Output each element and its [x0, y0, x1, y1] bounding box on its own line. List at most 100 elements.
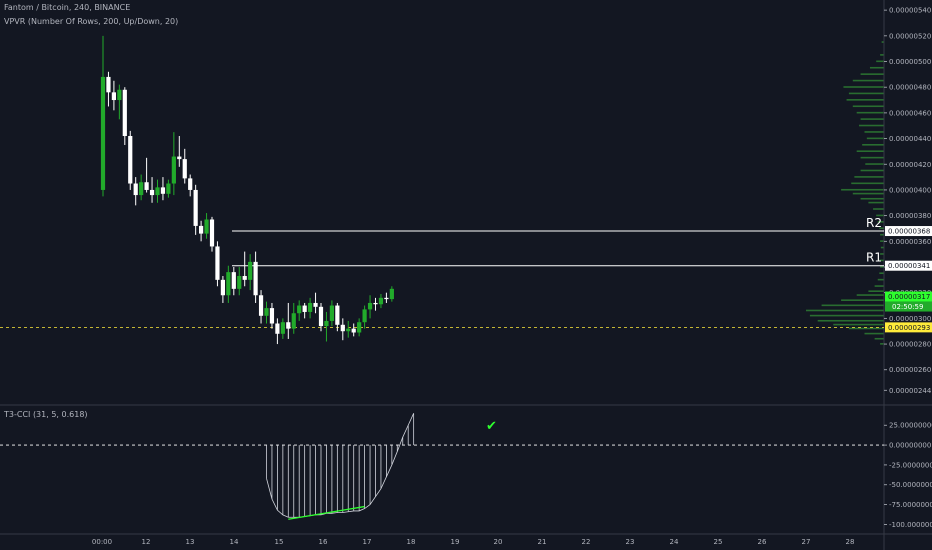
candle-body [111, 92, 116, 101]
volume-profile-row [856, 111, 884, 114]
candle-body [384, 297, 389, 300]
volume-profile-row [848, 327, 884, 330]
volume-profile-row [809, 314, 884, 317]
candle-body [188, 178, 193, 190]
price-tick-label: 0.00000520 [889, 32, 931, 40]
candle-body [324, 320, 329, 327]
time-tick-label: 23 [626, 538, 635, 546]
candle-body [171, 156, 176, 184]
volume-profile-row [859, 124, 884, 127]
candle-body [269, 308, 275, 324]
price-tick-label: 0.00000440 [889, 135, 931, 143]
volume-profile-row [866, 137, 884, 140]
candle-body [297, 305, 302, 314]
price-tick-label: 0.00000380 [889, 212, 931, 220]
volume-profile-row [880, 240, 884, 242]
candle-body [362, 309, 367, 323]
volume-profile-row [852, 79, 884, 82]
candle-body [144, 182, 149, 190]
volume-profile-row [862, 143, 884, 146]
volume-profile-row [860, 118, 884, 120]
candle-body [378, 297, 384, 305]
candle-body [122, 89, 127, 136]
volume-profile-row [879, 272, 884, 275]
candle-body [237, 275, 242, 289]
time-tick-label: 18 [407, 538, 416, 546]
candle-body [149, 189, 155, 196]
volume-profile-row [860, 156, 884, 159]
candle-body [340, 324, 345, 332]
volume-profile-row [873, 208, 884, 210]
volume-profile-row [864, 131, 884, 133]
indicator-title: T3-CCI (31, 5, 0.618) [3, 410, 88, 419]
candle-body [193, 189, 198, 226]
candle-body [231, 272, 236, 289]
indicator-tick-label: 0.00000000 [889, 442, 931, 450]
candle-body [346, 328, 351, 332]
volume-profile-row [865, 163, 884, 165]
candle-body [367, 302, 373, 310]
volume-profile-row [851, 182, 884, 185]
volume-profile-row [879, 259, 884, 262]
candle-body [106, 76, 111, 93]
candle-body [215, 246, 220, 280]
price-tick-label: 0.00000420 [889, 161, 931, 169]
volume-profile-row [880, 233, 884, 236]
candle-body [318, 306, 324, 327]
volume-profile-row [833, 323, 884, 326]
candle-body [335, 305, 340, 325]
volume-profile-row [806, 309, 884, 312]
candle-body [226, 272, 231, 296]
resistance-label-r1: R1 [866, 251, 882, 265]
volume-profile-row [874, 285, 884, 287]
candle-body [133, 183, 138, 196]
time-tick-label: 27 [802, 538, 811, 546]
candle-body [160, 187, 166, 194]
volume-profile-row [876, 214, 884, 217]
resistance-price-badge [885, 226, 932, 237]
time-tick-label: 22 [582, 538, 591, 546]
time-tick-label: 21 [538, 538, 547, 546]
candle-body [253, 261, 258, 296]
volume-profile-row [843, 86, 884, 88]
candle-body [248, 261, 253, 280]
price-tick-label: 0.00000400 [889, 186, 931, 194]
candle-body [264, 308, 269, 316]
volume-profile-row [852, 192, 884, 195]
volume-profile-row [868, 201, 884, 204]
volume-profile-row [848, 92, 884, 95]
time-tick-label: 19 [451, 538, 460, 546]
candle-body [258, 295, 264, 316]
time-tick-label: 15 [275, 538, 284, 546]
volume-profile-row [856, 150, 884, 153]
countdown-text: 02:50:59 [892, 303, 923, 311]
volume-profile-row [880, 266, 884, 268]
candle-body [220, 279, 225, 296]
chart-title: Fantom / Bitcoin, 240, BINANCE [4, 3, 131, 12]
marker-price-text: 0.00000293 [888, 324, 930, 332]
candle-body [117, 89, 122, 101]
time-tick-label: 28 [846, 538, 855, 546]
resistance-price-text: 0.00000341 [888, 262, 930, 270]
price-tick-label: 0.00000244 [889, 387, 932, 395]
candle-body [128, 136, 133, 184]
volume-profile-row [817, 319, 884, 322]
candle-body [242, 275, 247, 280]
price-tick-label: 0.00000260 [889, 366, 931, 374]
time-tick-label: 14 [230, 538, 239, 546]
volume-profile-row [846, 99, 884, 101]
last-price-badge [885, 291, 932, 302]
volume-profile-row [864, 332, 884, 335]
indicator-legend: VPVR (Number Of Rows, 200, Up/Down, 20) [4, 17, 179, 26]
indicator-tick-label: 25.00000000 [889, 422, 932, 430]
volume-profile-row [880, 253, 884, 255]
volume-profile-row [856, 294, 884, 296]
volume-profile-row [852, 105, 884, 108]
volume-profile-row [880, 54, 884, 56]
candle-body [351, 328, 356, 333]
candle-body [166, 183, 171, 194]
candle-body [329, 305, 334, 321]
